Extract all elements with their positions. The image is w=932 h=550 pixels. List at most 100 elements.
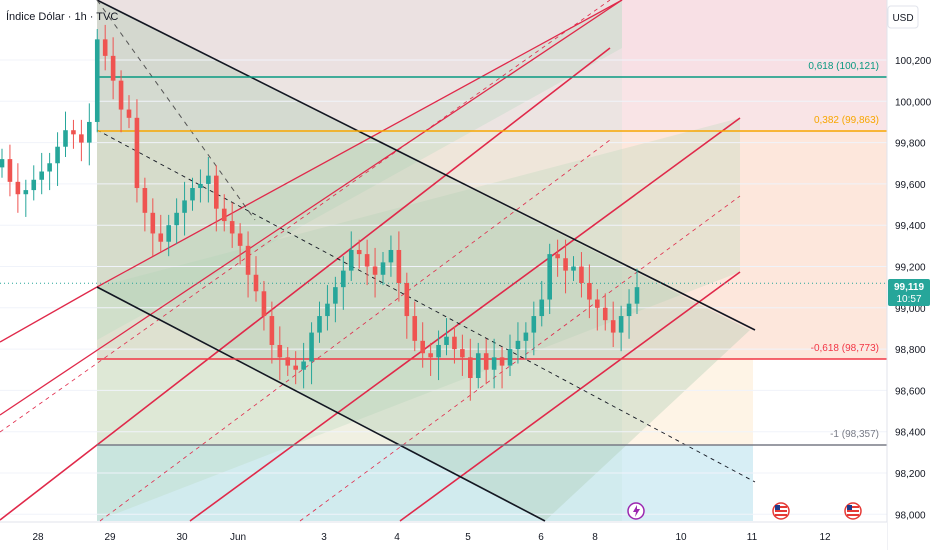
- candle: [309, 322, 314, 385]
- candle: [499, 347, 505, 389]
- candle: [547, 243, 552, 314]
- x-tick-label: 30: [176, 532, 188, 543]
- channel-fill-inner: [97, 0, 622, 340]
- pitch-line-red: [0, 0, 623, 416]
- candle: [87, 103, 92, 166]
- y-tick-label: 98,600: [895, 386, 926, 397]
- falling-line-black: [96, 0, 756, 331]
- y-tick-label: 98,200: [895, 469, 926, 480]
- y-tick-label: 100,000: [895, 97, 932, 108]
- time-axis-panel[interactable]: [0, 522, 887, 550]
- x-tick-label: 10: [675, 532, 687, 543]
- pitch-line-red: [189, 117, 741, 522]
- grid: [0, 59, 887, 515]
- y-tick-label: 98,400: [895, 428, 926, 439]
- candle: [55, 132, 60, 186]
- candle: [515, 322, 521, 364]
- y-tick-label: 99,400: [895, 221, 926, 232]
- candle: [47, 152, 52, 191]
- candle: [444, 318, 449, 356]
- candle: [150, 198, 156, 257]
- candle: [468, 338, 473, 401]
- candle: [333, 276, 338, 323]
- candle: [166, 214, 171, 257]
- fib-level-label: 0,382 (99,863): [814, 115, 879, 126]
- candle: [229, 202, 235, 248]
- candle: [110, 37, 116, 100]
- candles: [0, 24, 640, 401]
- candle: [531, 301, 537, 356]
- candle: [460, 334, 465, 376]
- candle: [269, 301, 275, 364]
- price-axis-panel[interactable]: [887, 0, 932, 550]
- price-badge-value: 99,119: [894, 282, 924, 293]
- candle: [142, 177, 148, 232]
- candle: [452, 326, 457, 364]
- candle: [571, 256, 576, 281]
- candle: [285, 347, 291, 376]
- candle: [79, 119, 84, 162]
- x-tick-label: 29: [104, 532, 116, 543]
- candle: [7, 144, 13, 197]
- candle: [15, 163, 21, 213]
- candle: [158, 214, 164, 253]
- candle: [190, 177, 195, 211]
- pitchfork-lines: [0, 0, 756, 522]
- candle: [317, 301, 322, 343]
- candle: [539, 280, 545, 327]
- fib-level-label: 0,618 (100,121): [808, 61, 879, 72]
- candle: [301, 342, 306, 389]
- us-flag-icon[interactable]: [772, 502, 790, 520]
- x-tick-label: 6: [538, 532, 544, 543]
- currency-box[interactable]: [887, 5, 919, 29]
- us-flag-icon[interactable]: [844, 502, 862, 520]
- y-tick-label: 99,200: [895, 263, 926, 274]
- candle: [341, 256, 346, 310]
- candle: [39, 152, 44, 195]
- pitch-line-red: [0, 47, 611, 521]
- candle: [380, 252, 386, 286]
- candle: [126, 95, 132, 129]
- candle: [610, 301, 616, 348]
- candle: [118, 70, 124, 133]
- y-tick-label: 99,000: [895, 304, 926, 315]
- candle: [396, 231, 402, 302]
- candle: [587, 264, 592, 319]
- candle: [602, 293, 608, 331]
- candle: [491, 338, 497, 389]
- candle: [626, 289, 632, 339]
- candle: [221, 194, 227, 232]
- x-tick-label: 11: [747, 532, 758, 543]
- candle: [412, 301, 418, 352]
- pitch-line-red: [0, 286, 98, 343]
- candle: [237, 223, 243, 265]
- candle: [71, 119, 76, 149]
- channel-fill-mid: [97, 118, 740, 521]
- candle: [253, 256, 259, 302]
- y-tick-label: 99,600: [895, 180, 926, 191]
- candle: [634, 268, 640, 314]
- candle: [523, 322, 529, 360]
- candle: [372, 247, 378, 298]
- event-flash-icon[interactable]: [627, 502, 645, 520]
- candle: [364, 239, 370, 286]
- y-tick-label: 98,800: [895, 345, 926, 356]
- candle: [348, 231, 354, 281]
- candle: [507, 334, 513, 376]
- pitch-line-red: [96, 0, 623, 288]
- candle: [388, 235, 394, 277]
- fib-level-label: -1 (98,357): [830, 429, 879, 440]
- price-axis: 100,200 100,000 99,800 99,600 99,400 99,200 99…: [895, 56, 932, 521]
- candle: [0, 148, 5, 178]
- x-tick-label: 3: [321, 532, 327, 543]
- candle: [579, 252, 584, 298]
- candle: [245, 231, 251, 298]
- x-tick-label: Jun: [230, 532, 246, 543]
- candle: [356, 239, 362, 269]
- y-tick-label: 100,200: [895, 56, 932, 67]
- candle: [475, 342, 481, 389]
- candle: [134, 99, 140, 203]
- x-tick-label: 28: [32, 532, 44, 543]
- price-badge: [888, 279, 930, 306]
